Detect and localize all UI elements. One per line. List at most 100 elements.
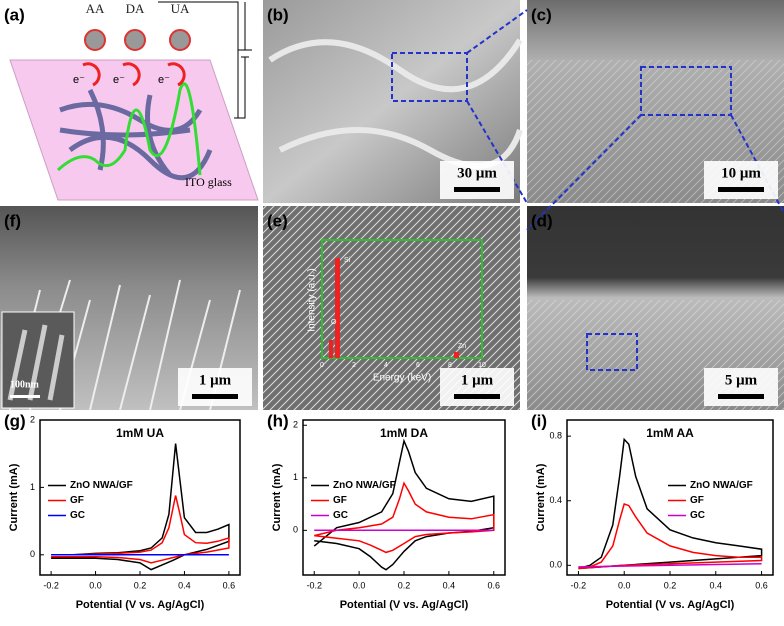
scale-bar-label: 1 μm (199, 372, 232, 388)
legend-label: GC (690, 510, 705, 521)
eds-peak (335, 258, 340, 358)
x-axis-label: Potential (V vs. Ag/AgCl) (76, 599, 205, 611)
chart-title: 1mM UA (116, 426, 164, 440)
y-tick-label: 0.4 (549, 495, 562, 505)
cv-curve (578, 437, 763, 570)
panel-label: (d) (531, 211, 553, 230)
panel-label: (b) (267, 5, 289, 24)
eds-peak (329, 340, 333, 358)
panel-label: (f) (4, 211, 21, 230)
panel-label: (g) (4, 411, 26, 430)
molecule (169, 29, 191, 51)
scale-bar-box (704, 161, 778, 199)
scale-bar (192, 394, 238, 399)
x-tick-label: 0.2 (664, 580, 677, 590)
chart-title: 1mM AA (646, 426, 694, 440)
x-tick-label: 0.4 (443, 580, 456, 590)
y-tick-label: 0 (30, 549, 35, 559)
x-tick-label: 0.4 (178, 580, 191, 590)
eds-x-tick-label: 4 (384, 362, 388, 369)
legend-label: GF (70, 495, 84, 506)
cv-curve (578, 503, 763, 570)
scale-bar-label: 1 μm (461, 372, 494, 388)
cv-curve (51, 443, 230, 571)
circuit (158, 1, 239, 119)
scale-bar-label: 10 μm (721, 165, 761, 181)
nanowire-network (59, 88, 213, 181)
inset-scale-label: 100nm (10, 379, 40, 390)
cv-curve (578, 562, 762, 568)
scale-bar-box (704, 368, 778, 406)
current-curve (56, 82, 202, 176)
eds-peak (454, 352, 459, 358)
legend-label: ZnO NWA/GF (70, 480, 133, 491)
electron-arrow (82, 62, 101, 87)
x-tick-label: 0.6 (755, 580, 768, 590)
x-axis-label: Potential (V vs. Ag/AgCl) (606, 599, 735, 611)
molecule-label: DA (126, 1, 145, 16)
eds-x-tick-label: 8 (448, 362, 452, 369)
legend-label: GF (690, 495, 704, 506)
sem-texture (268, 38, 523, 169)
y-tick-label: 0.0 (549, 560, 562, 570)
scale-bar-box (440, 368, 514, 406)
y-axis-label: Current (mA) (8, 463, 20, 531)
y-axis-label: Current (mA) (271, 463, 283, 531)
electron-label: e⁻ (158, 74, 170, 86)
cv-curve (51, 495, 230, 564)
panel-label: (a) (4, 5, 25, 24)
x-tick-label: -0.2 (571, 580, 587, 590)
scale-bar (454, 187, 500, 192)
eds-peak-label: O (331, 319, 337, 326)
substrate-label: ITO glass (185, 175, 232, 189)
y-tick-label: 2 (293, 420, 298, 430)
substrate (9, 59, 259, 201)
panel-label: (c) (531, 5, 552, 24)
x-tick-label: 0.4 (710, 580, 723, 590)
eds-xlabel: Energy (keV) (373, 373, 431, 384)
panel-label: (h) (267, 411, 289, 430)
scale-bar-box (178, 368, 252, 406)
y-tick-label: 1 (30, 482, 35, 492)
electron-arrow (122, 62, 141, 87)
x-tick-label: 0.2 (398, 580, 411, 590)
legend-label: ZnO NWA/GF (690, 480, 753, 491)
x-tick-label: 0.2 (134, 580, 147, 590)
scale-bar (718, 394, 764, 399)
legend-label: GC (333, 510, 348, 521)
panel-a (9, 1, 259, 201)
chart: (i) 1mM AA Potential (V vs. Ag/AgCl) Curren… (531, 411, 774, 611)
eds-x-tick-label: 0 (320, 362, 324, 369)
scale-bar-label: 30 μm (457, 165, 497, 181)
zoom-indicator (391, 9, 784, 371)
y-axis-label: Current (mA) (535, 463, 547, 531)
legend-label: ZnO NWA/GF (333, 480, 396, 491)
eds-x-tick-label: 6 (416, 362, 420, 369)
scale-bar (454, 394, 500, 399)
legend-label: GF (333, 495, 347, 506)
eds-ylabel: Intensity (a.u.) (307, 268, 318, 331)
chart: (h) 1mM DA Potential (V vs. Ag/AgCl) Curren… (267, 411, 506, 611)
eds-peak-label: Si (344, 257, 351, 264)
x-tick-label: 0.0 (353, 580, 366, 590)
eds-x-tick-label: 10 (478, 362, 486, 369)
scale-bar-label: 5 μm (725, 372, 758, 388)
eds-x-tick-label: 2 (352, 362, 356, 369)
y-tick-label: 1 (293, 472, 298, 482)
scale-bar (718, 187, 764, 192)
y-tick-label: 2 (30, 414, 35, 424)
x-tick-label: -0.2 (306, 580, 322, 590)
x-axis-label: Potential (V vs. Ag/AgCl) (340, 599, 469, 611)
electron-label: e⁻ (73, 74, 85, 86)
scale-bar-box (440, 161, 514, 199)
molecule (124, 29, 146, 51)
circuit (238, 2, 252, 119)
chart-title: 1mM DA (380, 426, 428, 440)
sem-texture (7, 324, 65, 401)
molecule-label: UA (171, 1, 190, 16)
panel-label: (e) (267, 211, 288, 230)
electron-arrow (167, 62, 186, 87)
y-tick-label: 0 (293, 525, 298, 535)
x-tick-label: 0.0 (89, 580, 102, 590)
x-tick-label: 0.0 (618, 580, 631, 590)
